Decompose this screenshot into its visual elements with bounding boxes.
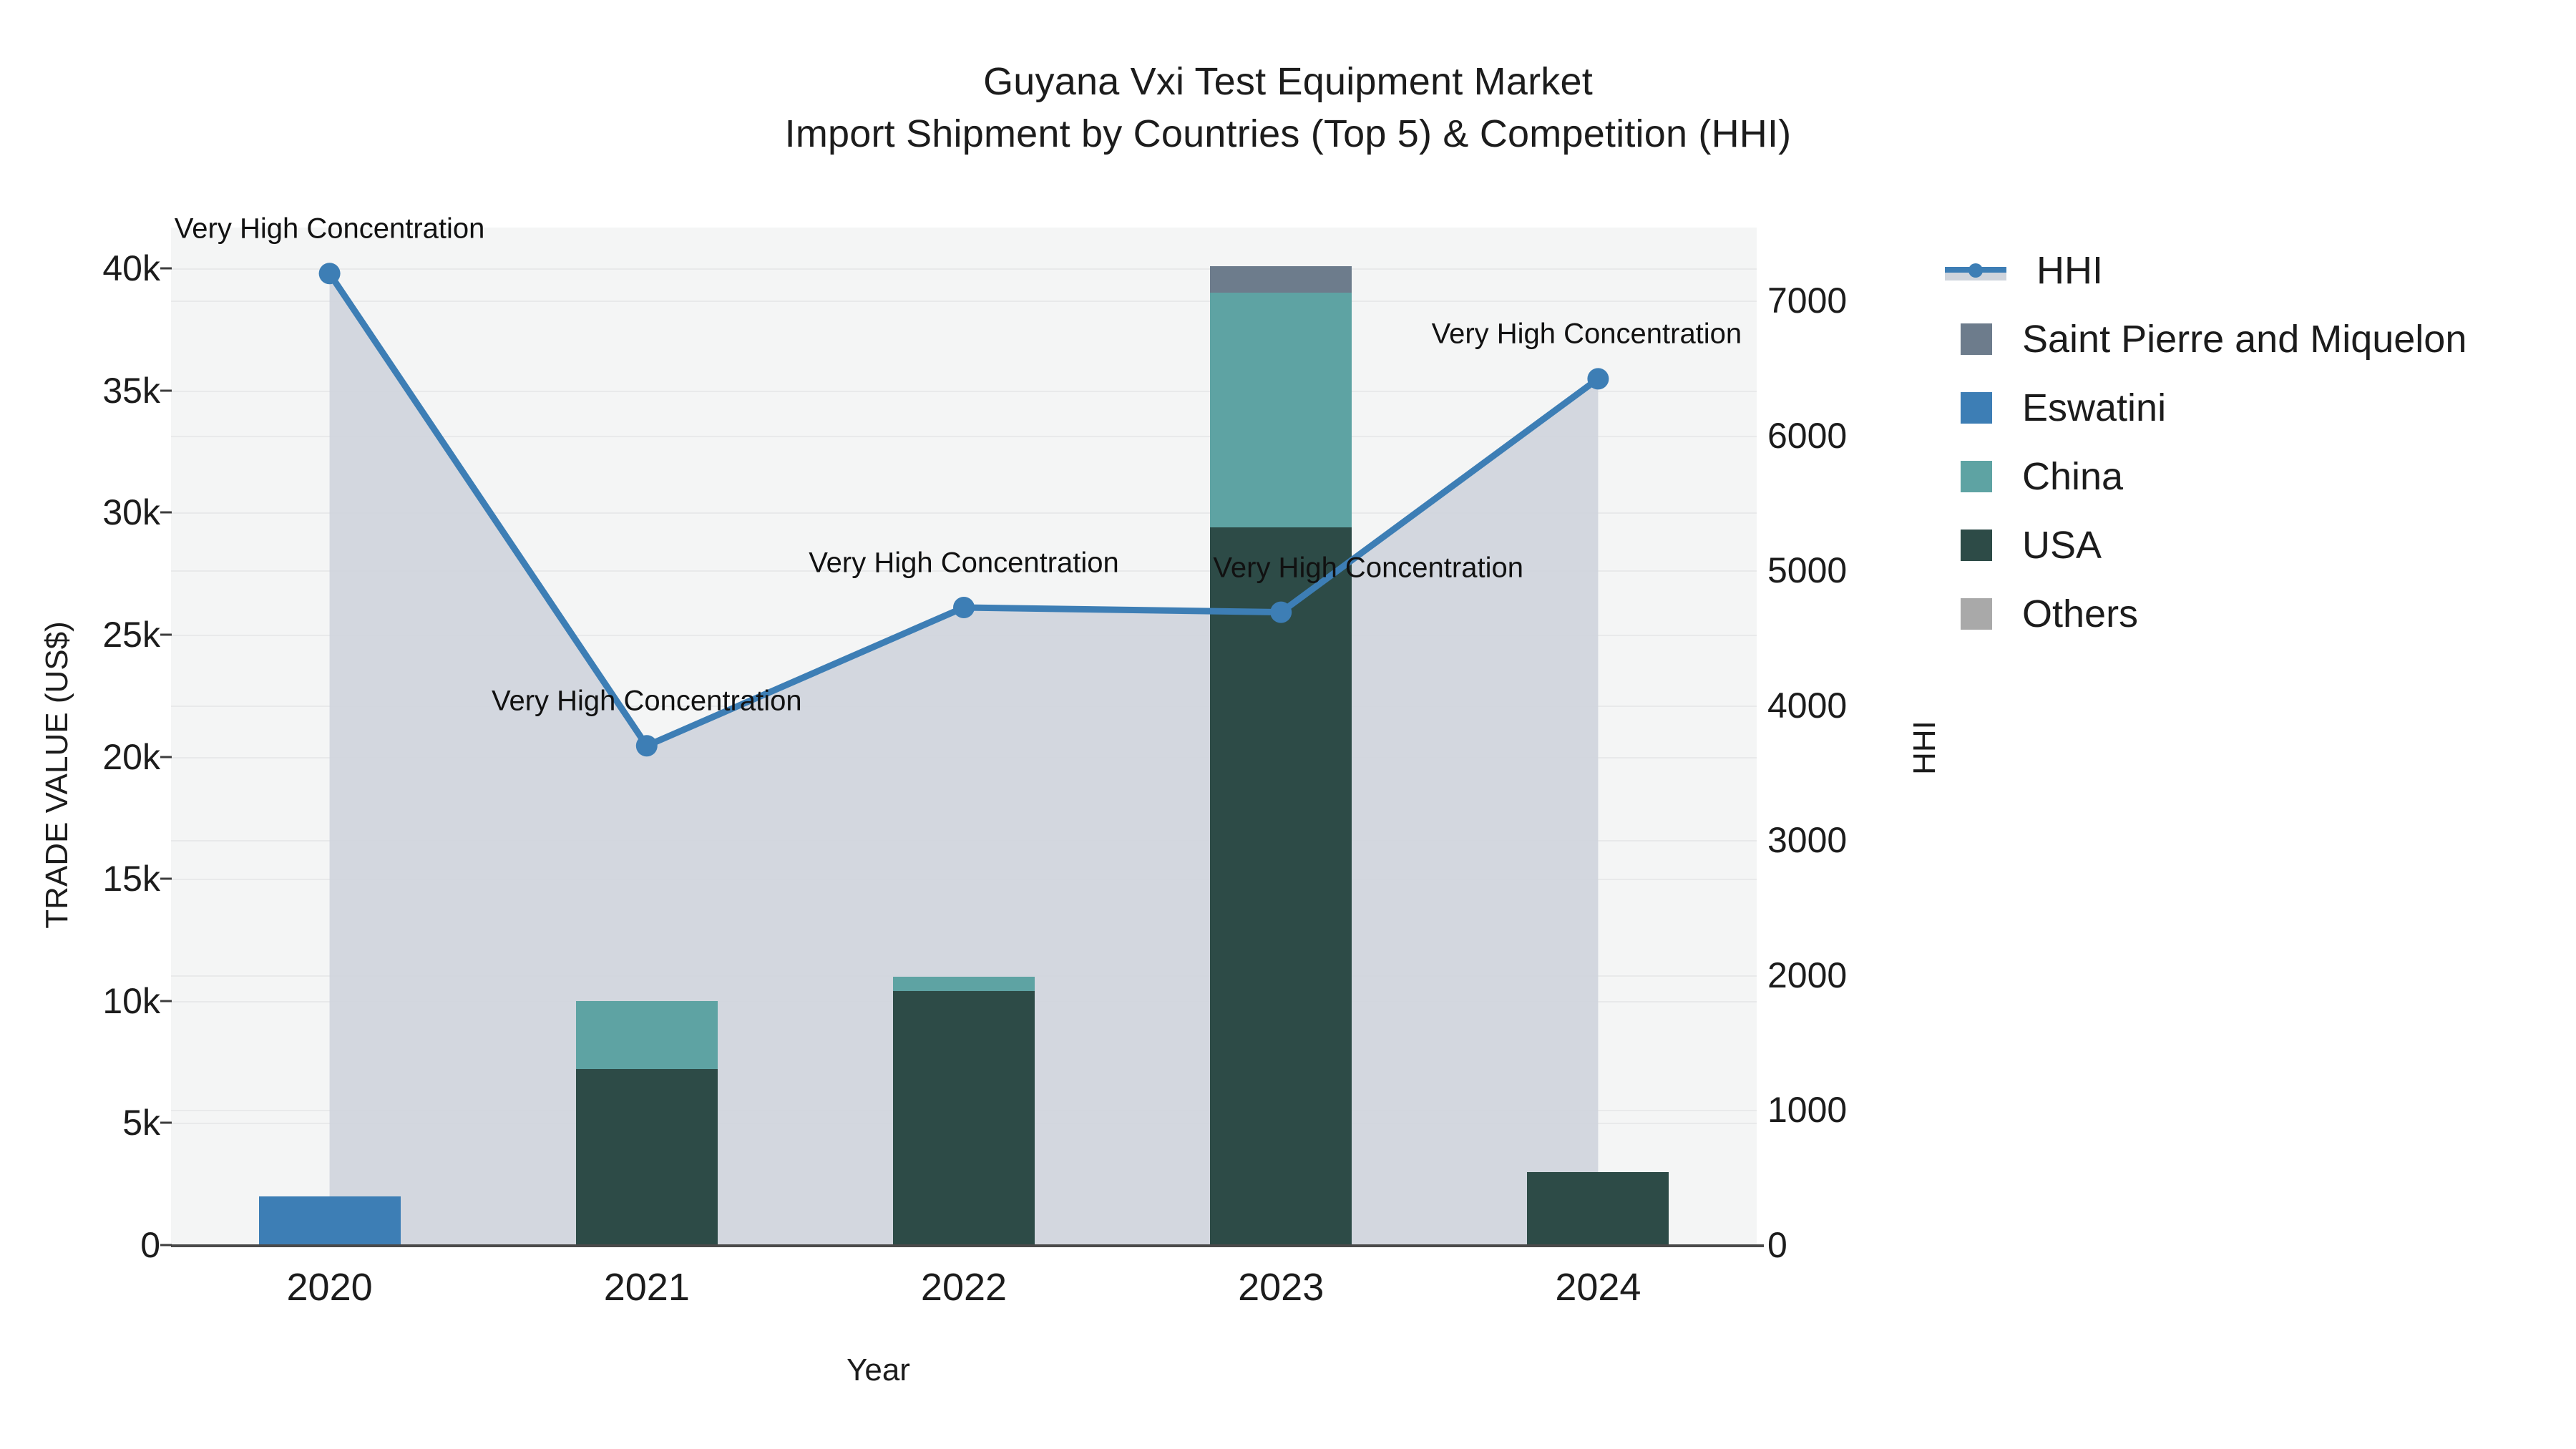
bar-segment-2023-saint-pierre-and-miquelon[interactable] bbox=[1210, 265, 1352, 293]
y-tick-mark-10k bbox=[160, 1000, 172, 1002]
legend-swatch-others bbox=[1961, 598, 1992, 630]
chart-title: Guyana Vxi Test Equipment Market Import … bbox=[0, 56, 2576, 161]
y-tick-label-5k: 5k bbox=[122, 1103, 160, 1143]
y-tick-mark-40k bbox=[160, 267, 172, 270]
y2-tick-label-3000: 3000 bbox=[1767, 820, 1848, 861]
bar-segment-2021-china[interactable] bbox=[575, 1000, 718, 1070]
bar-segment-2022-usa[interactable] bbox=[893, 991, 1035, 1245]
legend-label: Eswatini bbox=[2022, 386, 2167, 429]
bar-segment-2023-china[interactable] bbox=[1210, 293, 1352, 527]
bar-segment-2020-eswatini[interactable] bbox=[258, 1196, 401, 1245]
plot-inner bbox=[171, 228, 1757, 1245]
y-tick-label-0: 0 bbox=[140, 1225, 160, 1265]
annotation-2021: Very High Concentration bbox=[492, 685, 802, 717]
y-tick-label-30k: 30k bbox=[102, 492, 160, 533]
chart-title-line-1: Guyana Vxi Test Equipment Market bbox=[983, 60, 1593, 103]
chart-title-line-2: Import Shipment by Countries (Top 5) & C… bbox=[784, 112, 1792, 156]
y-axis-right: 0 1000 2000 3000 4000 5000 6000 7000 bbox=[1767, 0, 1953, 1449]
x-tick-label-2020: 2020 bbox=[286, 1266, 373, 1309]
legend-swatch-china bbox=[1961, 461, 1992, 492]
x-tick-label-2022: 2022 bbox=[920, 1266, 1008, 1309]
x-tick-label-2021: 2021 bbox=[603, 1266, 690, 1309]
annotation-2023: Very High Concentration bbox=[1213, 552, 1523, 584]
bar-segment-2021-usa[interactable] bbox=[575, 1069, 718, 1245]
y2-tick-label-4000: 4000 bbox=[1767, 685, 1848, 726]
legend-label: HHI bbox=[2036, 249, 2103, 292]
legend-label: Saint Pierre and Miquelon bbox=[2022, 318, 2467, 361]
legend-label: USA bbox=[2022, 524, 2102, 567]
y-tick-mark-35k bbox=[160, 389, 172, 392]
legend-item-others[interactable]: Others bbox=[1961, 580, 2555, 648]
annotation-2022: Very High Concentration bbox=[809, 547, 1119, 579]
bar-segment-2024-usa[interactable] bbox=[1527, 1171, 1669, 1245]
plot-area bbox=[171, 228, 1757, 1245]
legend-line-icon bbox=[1945, 255, 2006, 286]
y-tick-mark-25k bbox=[160, 633, 172, 636]
y-tick-mark-20k bbox=[160, 756, 172, 758]
y2-tick-label-6000: 6000 bbox=[1767, 415, 1848, 456]
y-tick-mark-30k bbox=[160, 511, 172, 514]
y-tick-mark-0 bbox=[160, 1244, 172, 1246]
y-axis-right-title: HHI bbox=[1907, 721, 1942, 775]
y-tick-mark-15k bbox=[160, 877, 172, 880]
legend-label: Others bbox=[2022, 592, 2139, 635]
x-axis-baseline bbox=[171, 1244, 1764, 1247]
legend-item-hhi[interactable]: HHI bbox=[1945, 236, 2555, 305]
x-tick-label-2023: 2023 bbox=[1238, 1266, 1324, 1309]
y-tick-label-20k: 20k bbox=[102, 736, 160, 777]
legend-label: China bbox=[2022, 455, 2124, 498]
annotation-2024: Very High Concentration bbox=[1431, 318, 1742, 350]
x-tick-label-2024: 2024 bbox=[1555, 1266, 1641, 1309]
x-axis-title: Year bbox=[847, 1352, 910, 1387]
y-tick-mark-5k bbox=[160, 1121, 172, 1124]
y2-tick-label-2000: 2000 bbox=[1767, 955, 1848, 995]
legend-swatch-usa bbox=[1961, 530, 1992, 561]
bar-segment-2023-usa[interactable] bbox=[1210, 527, 1352, 1245]
y-tick-label-25k: 25k bbox=[102, 614, 160, 655]
y-tick-label-40k: 40k bbox=[102, 248, 160, 288]
y-tick-label-35k: 35k bbox=[102, 370, 160, 411]
bar-segment-2022-china[interactable] bbox=[893, 976, 1035, 992]
y-axis-left: 0 5k 10k 15k 20k 25k 30k 35k 40k bbox=[0, 0, 172, 1449]
y-axis-left-title: TRADE VALUE (US$) bbox=[39, 621, 74, 929]
y2-tick-label-7000: 7000 bbox=[1767, 280, 1848, 321]
legend-swatch-eswatini bbox=[1961, 392, 1992, 424]
y2-tick-label-1000: 1000 bbox=[1767, 1090, 1848, 1131]
legend-item-saint-pierre-and-miquelon[interactable]: Saint Pierre and Miquelon bbox=[1961, 305, 2555, 374]
y2-tick-label-0: 0 bbox=[1767, 1225, 1787, 1265]
y-tick-label-10k: 10k bbox=[102, 980, 160, 1021]
annotation-2020: Very High Concentration bbox=[174, 213, 485, 245]
legend-item-usa[interactable]: USA bbox=[1961, 511, 2555, 580]
chart-legend: HHI Saint Pierre and Miquelon Eswatini Chin… bbox=[1945, 236, 2555, 648]
legend-item-eswatini[interactable]: Eswatini bbox=[1961, 374, 2555, 442]
gridline-left-40k bbox=[171, 268, 1757, 270]
legend-swatch-saint-pierre-and-miquelon bbox=[1961, 323, 1992, 355]
legend-item-china[interactable]: China bbox=[1961, 442, 2555, 511]
y2-tick-label-5000: 5000 bbox=[1767, 550, 1848, 591]
y-tick-label-15k: 15k bbox=[102, 859, 160, 899]
